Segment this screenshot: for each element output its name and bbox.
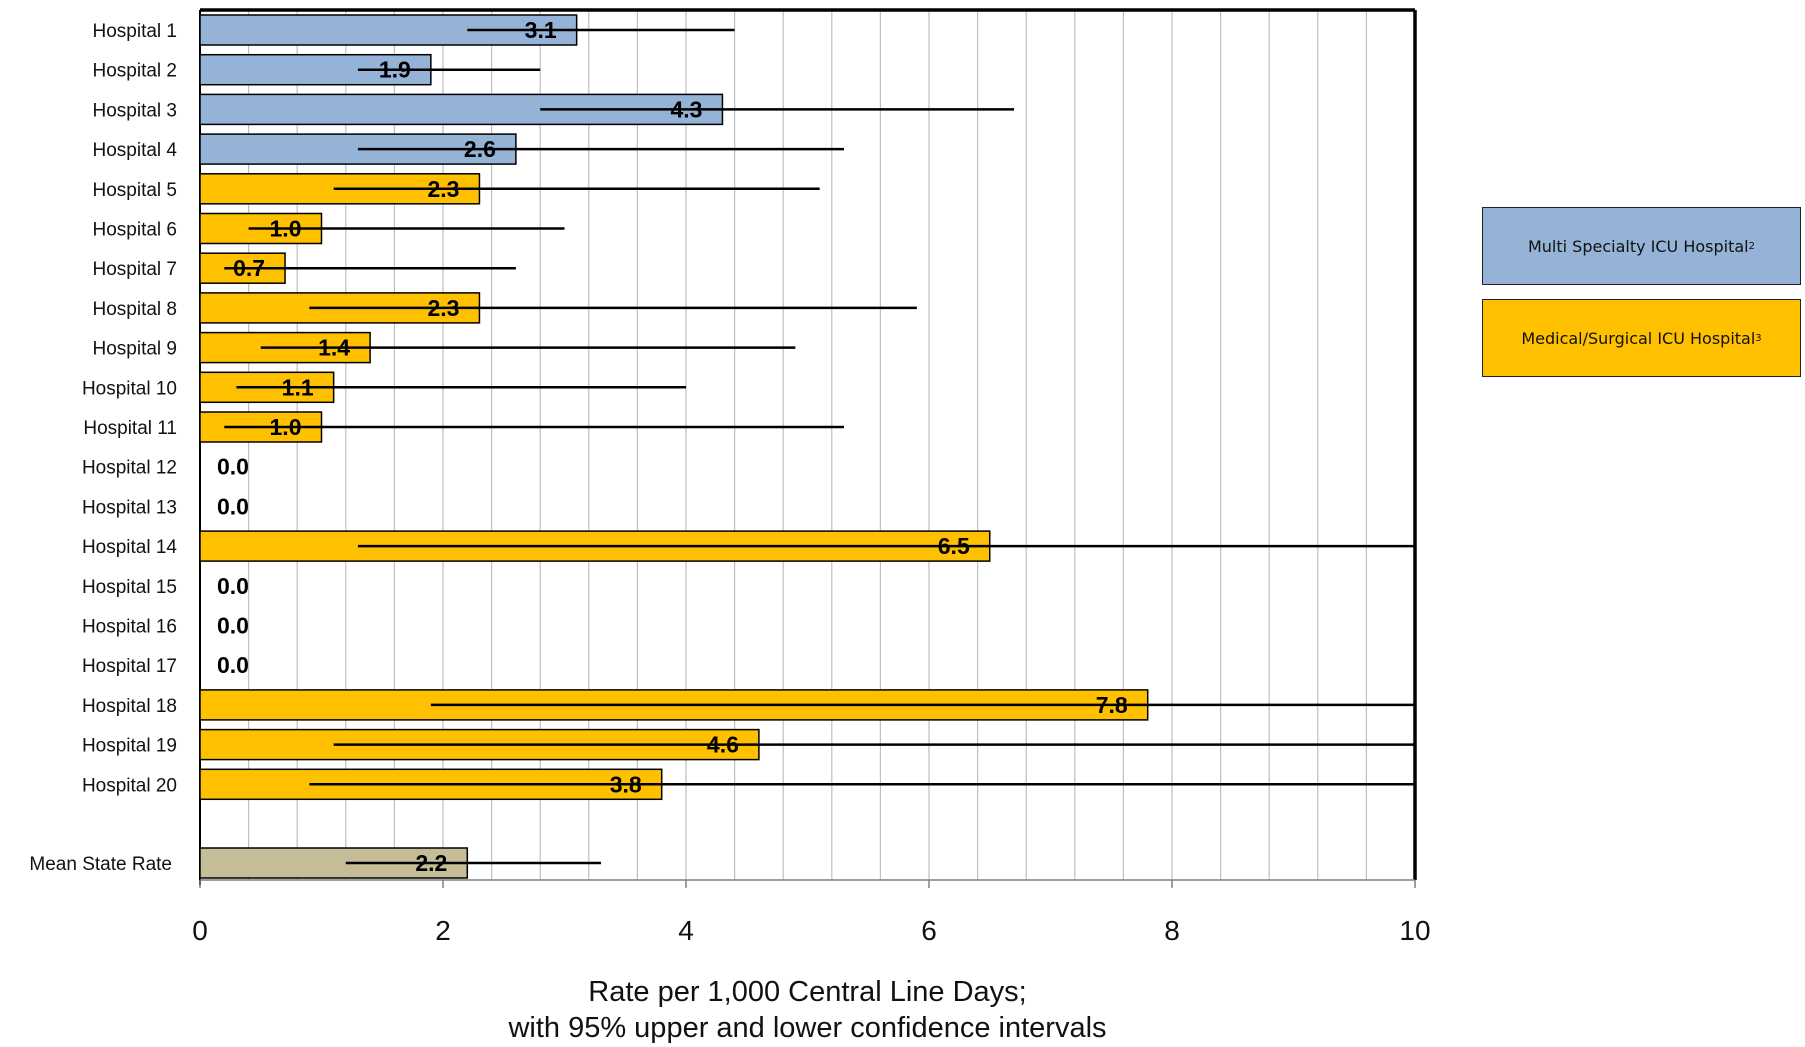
category-label: Hospital 17 (82, 656, 177, 677)
category-label: Hospital 10 (82, 378, 177, 399)
data-label: 7.8 (1096, 692, 1128, 718)
x-tick-label: 6 (921, 915, 937, 946)
data-label: 3.1 (525, 17, 557, 43)
data-label: 2.2 (415, 850, 447, 876)
legend-item-medical-surgical: Medical/Surgical ICU Hospital 3 (1482, 299, 1801, 377)
category-label: Hospital 11 (83, 418, 177, 439)
data-label: 2.3 (427, 295, 459, 321)
data-label: 4.6 (707, 732, 739, 758)
category-label: Hospital 3 (93, 100, 178, 121)
category-label: Hospital 18 (82, 696, 177, 717)
data-label: 0.0 (217, 454, 249, 480)
data-label: 2.6 (464, 136, 496, 162)
category-label: Hospital 20 (82, 775, 177, 796)
category-label: Hospital 16 (82, 617, 177, 638)
data-label: 0.0 (217, 613, 249, 639)
x-tick-label: 2 (435, 915, 451, 946)
data-label: 3.8 (610, 771, 642, 797)
legend-footnote-multi: 2 (1748, 240, 1755, 252)
category-label: Hospital 14 (82, 537, 177, 558)
category-label: Hospital 13 (82, 497, 177, 518)
data-label: 1.1 (282, 374, 314, 400)
data-label: 2.3 (427, 176, 459, 202)
data-label: 6.5 (938, 533, 970, 559)
legend-item-multi-specialty: Multi Specialty ICU Hospital 2 (1482, 207, 1801, 285)
category-label: Hospital 2 (93, 61, 178, 82)
category-label: Hospital 8 (93, 299, 178, 320)
data-label: 0.7 (233, 255, 265, 281)
category-label: Hospital 7 (93, 259, 178, 280)
data-label: 4.3 (670, 96, 702, 122)
category-label: Hospital 15 (82, 577, 177, 598)
data-label: 1.0 (270, 216, 302, 242)
x-tick-label: 0 (192, 915, 208, 946)
data-label: 1.9 (379, 57, 411, 83)
category-label: Hospital 19 (82, 736, 177, 757)
category-label: Hospital 6 (93, 220, 178, 241)
category-label: Mean State Rate (29, 854, 172, 875)
x-tick-label: 10 (1399, 915, 1430, 946)
category-label: Hospital 4 (93, 140, 178, 161)
category-label: Hospital 1 (93, 21, 178, 42)
x-tick-label: 4 (678, 915, 694, 946)
x-tick-label: 8 (1164, 915, 1180, 946)
data-label: 0.0 (217, 493, 249, 519)
data-label: 0.0 (217, 573, 249, 599)
x-axis-label-line1: Rate per 1,000 Central Line Days; (588, 976, 1027, 1008)
x-axis-label-line2: with 95% upper and lower confidence inte… (508, 1012, 1107, 1044)
category-label: Hospital 5 (93, 180, 178, 201)
category-label: Hospital 12 (82, 458, 177, 479)
legend-label-medical-surgical: Medical/Surgical ICU Hospital (1521, 328, 1756, 348)
data-label: 1.0 (270, 414, 302, 440)
category-label: Hospital 9 (93, 339, 178, 360)
legend-label-multi-specialty: Multi Specialty ICU Hospital (1527, 236, 1749, 256)
data-label: 0.0 (217, 652, 249, 678)
data-label: 1.4 (318, 335, 350, 361)
legend-footnote-med: 3 (1755, 332, 1762, 344)
